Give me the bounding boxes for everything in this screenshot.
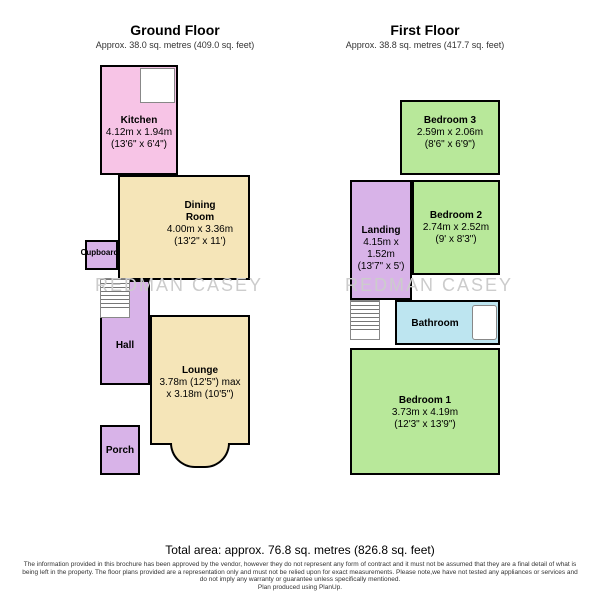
floorplan-container: { "canvas": { "width": 600, "height": 60…: [0, 0, 600, 600]
room-label: Landing4.15m x 1.52m(13'7" x 5'): [350, 225, 412, 273]
stairs: [350, 300, 380, 340]
room-label: Cupboard: [72, 248, 127, 258]
ground-floor-title: Ground Floor: [95, 22, 255, 38]
room-label: DiningRoom4.00m x 3.36m(13'2" x 11'): [150, 200, 250, 248]
room-label: Lounge3.78m (12'5") maxx 3.18m (10'5"): [150, 365, 250, 401]
room-label: Hall: [100, 340, 150, 352]
footer: Total area: approx. 76.8 sq. metres (826…: [0, 543, 600, 592]
total-area: Total area: approx. 76.8 sq. metres (826…: [0, 543, 600, 557]
first-floor-subtitle: Approx. 38.8 sq. metres (417.7 sq. feet): [345, 40, 505, 50]
room-label: Bathroom: [395, 318, 475, 330]
bay-window: [170, 443, 230, 468]
ground-floor-subtitle: Approx. 38.0 sq. metres (409.0 sq. feet): [95, 40, 255, 50]
room-label: Porch: [100, 445, 140, 457]
kitchen-fixtures: [140, 68, 175, 103]
first-floor-title: First Floor: [345, 22, 505, 38]
credit-text: Plan produced using PlanUp.: [0, 584, 600, 592]
room-label: Kitchen4.12m x 1.94m(13'6" x 6'4"): [100, 115, 178, 151]
bathroom-fixtures: [472, 305, 497, 340]
disclaimer-text: The information provided in this brochur…: [0, 561, 600, 584]
room-label: Bedroom 22.74m x 2.52m(9' x 8'3"): [412, 210, 500, 246]
stairs: [100, 278, 130, 318]
room-label: Bedroom 13.73m x 4.19m(12'3" x 13'9"): [375, 395, 475, 431]
room-label: Bedroom 32.59m x 2.06m(8'6" x 6'9"): [400, 115, 500, 151]
